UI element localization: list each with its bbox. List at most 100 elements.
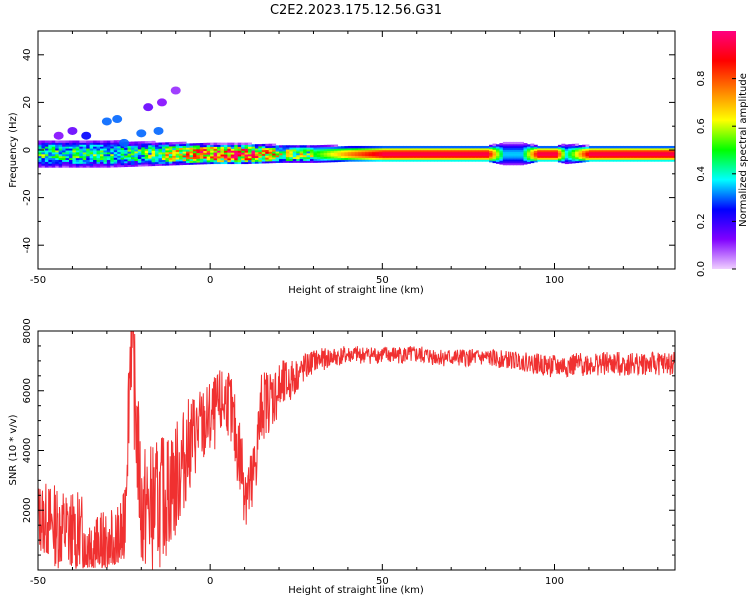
- spectrogram-cell: [599, 155, 604, 158]
- spectrogram-cell: [258, 157, 263, 160]
- spectrogram-cell: [475, 159, 480, 162]
- spectrogram-cell: [124, 147, 129, 150]
- spectrogram-cell: [630, 153, 635, 156]
- spectrogram-cell: [668, 145, 673, 149]
- spectrogram-cell: [310, 160, 314, 163]
- spectrogram-cell: [644, 147, 648, 151]
- spectrogram-cell: [44, 146, 49, 149]
- spectrogram-cell: [41, 155, 46, 159]
- spectrogram-cell: [537, 145, 542, 149]
- spectrogram-cell: [165, 159, 170, 162]
- spectrogram-cell: [65, 150, 70, 153]
- spectrogram-cell: [575, 153, 580, 156]
- spectrogram-cell: [313, 145, 318, 148]
- spectrogram-cell: [68, 140, 73, 143]
- spectrogram-cell: [575, 151, 580, 154]
- spectrogram-cell: [471, 159, 476, 162]
- spectrogram-cell: [237, 146, 242, 149]
- spectrogram-cell: [48, 163, 53, 166]
- spectrogram-cell: [251, 151, 256, 155]
- spectrogram-cell: [578, 160, 583, 163]
- spectrogram-cell: [616, 151, 621, 155]
- spectrogram-cell: [554, 151, 559, 155]
- spectrogram-cell: [654, 157, 659, 160]
- spectrogram-cell: [537, 151, 542, 155]
- spectrogram-cell: [130, 149, 135, 152]
- spectrogram-cell: [75, 140, 80, 143]
- spectrogram-blob: [67, 126, 78, 135]
- spectrogram-cell: [241, 144, 246, 147]
- spectrogram-cell: [175, 141, 180, 145]
- spectrogram-cell: [544, 147, 549, 151]
- spectrogram-cell: [175, 157, 180, 160]
- spectrogram-cell: [237, 144, 242, 147]
- spectrogram-cell: [657, 151, 662, 155]
- spectrogram-cell: [433, 151, 438, 155]
- spectrogram-cell: [623, 149, 628, 153]
- spectrogram-cell: [602, 149, 607, 153]
- spectrogram-cell: [203, 144, 208, 148]
- spectrogram-cell: [141, 146, 146, 150]
- spectrogram-cell: [451, 157, 456, 160]
- spectrogram-cell: [38, 155, 42, 159]
- spectrogram-cell: [478, 153, 483, 156]
- spectrogram-cell: [375, 147, 380, 151]
- spectrogram-cell: [640, 145, 645, 149]
- spectrogram-cell: [320, 160, 325, 163]
- spectrogram-cell: [358, 149, 363, 153]
- spectrogram-cell: [189, 145, 194, 148]
- spectrogram-cell: [230, 146, 235, 149]
- spectrogram-cell: [217, 157, 221, 161]
- spectrogram-cell: [502, 151, 507, 154]
- spectrogram-cell: [513, 153, 518, 156]
- spectrogram-cell: [210, 148, 215, 151]
- spectrogram-cell: [79, 146, 84, 149]
- spectrogram-cell: [127, 141, 132, 145]
- spectrogram-cell: [79, 140, 84, 143]
- spectrogram-cell: [41, 157, 46, 161]
- spectrogram-cell: [127, 158, 132, 162]
- spectrogram-cell: [165, 147, 170, 151]
- spectrogram-cell: [144, 144, 149, 148]
- spectrogram-cell: [82, 159, 87, 162]
- spectrogram-cell: [117, 157, 122, 160]
- spectrogram-cell: [657, 159, 662, 162]
- spectrogram-cell: [633, 159, 638, 162]
- spectrogram-cell: [41, 148, 46, 151]
- spectrogram-cell: [103, 165, 108, 168]
- spectrogram-cell: [130, 156, 135, 160]
- spectrogram-cell: [561, 160, 566, 164]
- spectrogram-cell: [396, 151, 401, 155]
- spectrogram-cell: [130, 145, 135, 148]
- spectrogram-cell: [189, 143, 194, 146]
- spectrogram-cell: [282, 160, 287, 163]
- spectrogram-cell: [223, 150, 228, 153]
- spectrogram-cell: [475, 151, 480, 155]
- spectrogram-cell: [203, 148, 208, 151]
- spectrogram-cell: [58, 140, 63, 143]
- spectrogram-cell: [440, 149, 445, 153]
- spectrogram-cell: [440, 145, 445, 149]
- spectrogram-cell: [416, 151, 421, 155]
- spectrogram-cell: [327, 154, 332, 157]
- spectrogram-cell: [223, 152, 228, 155]
- spectrogram-cell: [664, 147, 669, 151]
- spectrogram-cell: [44, 151, 49, 155]
- spectrogram-cell: [179, 143, 184, 147]
- spectrogram-cell: [492, 143, 497, 146]
- spectrogram-cell: [289, 150, 294, 154]
- spectrogram-cell: [55, 140, 60, 143]
- spectrogram-cell: [564, 150, 569, 153]
- spectrogram-cell: [647, 153, 652, 156]
- spectrogram-cell: [533, 158, 538, 161]
- spectrogram-cell: [499, 158, 504, 161]
- spectrogram-cell: [89, 159, 94, 162]
- spectrogram-cell: [182, 160, 187, 164]
- spectrogram-cell: [406, 159, 411, 162]
- spectrogram-cell: [110, 159, 115, 162]
- spectrogram-cell: [544, 153, 549, 156]
- spectrogram-cell: [113, 151, 118, 155]
- spectrogram-cell: [58, 155, 63, 159]
- spectrogram-cell: [75, 142, 80, 145]
- spectrogram-cell: [347, 153, 352, 156]
